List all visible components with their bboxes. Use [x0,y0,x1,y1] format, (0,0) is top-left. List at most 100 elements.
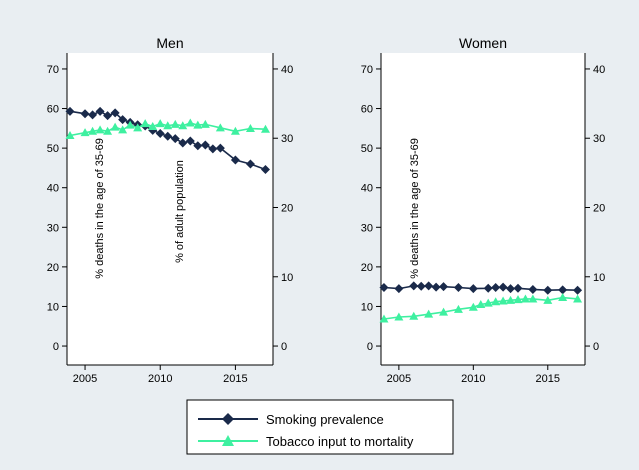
women-left-tick-label-50: 50 [361,143,373,155]
men-point-smoking-2 [88,110,98,120]
men-left-tick-label-0: 0 [53,341,59,353]
men-point-tobacco-5 [110,122,120,131]
women-point-smoking-11 [498,282,508,292]
legend-swatch-marker-smoking [222,413,234,425]
men-series-line-tobacco [69,122,266,137]
legend: Smoking prevalence Tobacco input to mort… [186,399,454,455]
men-plot-region [67,53,273,365]
women-left-tick-label-20: 20 [361,262,373,274]
women-plot-region [381,53,585,365]
men-point-smoking-14 [178,138,188,148]
women-left-tick-label-60: 60 [361,104,373,116]
men-point-smoking-13 [170,134,180,144]
women-left-tick-label-40: 40 [361,183,373,195]
women-title: Women [459,35,507,51]
men-point-tobacco-18 [215,123,225,132]
women-right-tick-label-0: 0 [593,341,599,353]
women-point-smoking-2 [409,281,419,291]
men-point-tobacco-21 [260,124,270,133]
women-point-smoking-13 [513,283,523,293]
women-point-tobacco-13 [520,294,530,303]
women-left-tick-label-70: 70 [361,64,373,76]
men-x-tick-label-2005: 2005 [73,373,97,385]
women-point-smoking-5 [431,282,441,292]
men-right-tick-label-40: 40 [281,64,293,76]
men-left-tick-label-10: 10 [47,301,59,313]
men-point-tobacco-17 [200,119,210,128]
men-point-smoking-12 [163,131,173,141]
men-point-smoking-17 [200,140,210,150]
men-point-tobacco-11 [155,119,165,128]
women-point-smoking-14 [528,284,538,294]
men-left-tick-label-60: 60 [47,104,59,116]
men-point-smoking-19 [215,143,225,153]
men-point-tobacco-13 [170,119,180,128]
men-point-tobacco-6 [118,125,128,134]
women-point-smoking-4 [424,281,434,291]
men-annotation-0: % deaths in the age of 35-69 [94,138,106,279]
women-left-tick-label-0: 0 [367,341,373,353]
women-point-tobacco-3 [424,309,434,318]
men-point-tobacco-15 [185,118,195,127]
men-point-tobacco-14 [178,121,188,130]
men-point-smoking-11 [155,128,165,138]
men-point-smoking-4 [103,111,113,121]
men-right-tick-label-0: 0 [281,341,287,353]
women-point-tobacco-4 [439,307,449,316]
women-left-tick-label-30: 30 [361,222,373,234]
men-right-tick-label-20: 20 [281,203,293,215]
men-point-smoking-1 [80,109,90,119]
men-title: Men [156,35,183,51]
men-x-tick-label-2010: 2010 [148,373,172,385]
women-point-smoking-17 [573,285,583,295]
women-point-smoking-0 [379,282,389,292]
women-point-tobacco-14 [528,294,538,303]
women-point-tobacco-10 [498,296,508,305]
women-right-tick-label-40: 40 [593,64,605,76]
men-point-tobacco-19 [230,126,240,135]
women-point-smoking-15 [543,285,553,295]
legend-item-smoking: Smoking prevalence [198,412,384,427]
men-left-tick-label-30: 30 [47,222,59,234]
men-point-smoking-6 [118,115,128,125]
men-left-tick-label-20: 20 [47,262,59,274]
women-point-smoking-3 [416,281,426,291]
women-x-tick-label-2005: 2005 [387,373,411,385]
women-point-tobacco-12 [513,295,523,304]
men-point-smoking-21 [245,159,255,169]
women-point-tobacco-0 [379,314,389,323]
men-point-smoking-20 [230,155,240,165]
women-point-tobacco-11 [506,295,516,304]
men-point-tobacco-9 [140,119,150,128]
women-point-smoking-1 [394,284,404,294]
men-point-tobacco-10 [148,121,158,130]
women-point-smoking-16 [558,285,568,295]
women-left-tick-label-10: 10 [361,301,373,313]
men-point-smoking-0 [65,106,75,116]
women-right-tick-label-10: 10 [593,272,605,284]
women-point-tobacco-15 [543,295,553,304]
legend-item-tobacco: Tobacco input to mortality [198,434,414,449]
men-point-tobacco-20 [245,124,255,133]
women-point-tobacco-6 [468,302,478,311]
men-point-tobacco-8 [133,123,143,132]
legend-label-tobacco: Tobacco input to mortality [266,434,414,449]
women-point-smoking-10 [491,282,501,292]
women-point-tobacco-9 [491,297,501,306]
women-point-tobacco-1 [394,312,404,321]
men-point-tobacco-2 [88,126,98,135]
women-point-smoking-6 [439,282,449,292]
men-right-tick-label-10: 10 [281,272,293,284]
men-point-smoking-5 [110,108,120,118]
women-point-smoking-9 [483,283,493,293]
legend-label-smoking: Smoking prevalence [266,412,384,427]
men-right-tick-label-30: 30 [281,133,293,145]
men-left-tick-label-70: 70 [47,64,59,76]
men-point-tobacco-0 [65,130,75,139]
men-point-smoking-15 [185,136,195,146]
women-point-tobacco-7 [476,299,486,308]
men-point-smoking-18 [208,144,218,154]
women-x-tick-label-2015: 2015 [536,373,560,385]
men-point-tobacco-16 [193,120,203,129]
